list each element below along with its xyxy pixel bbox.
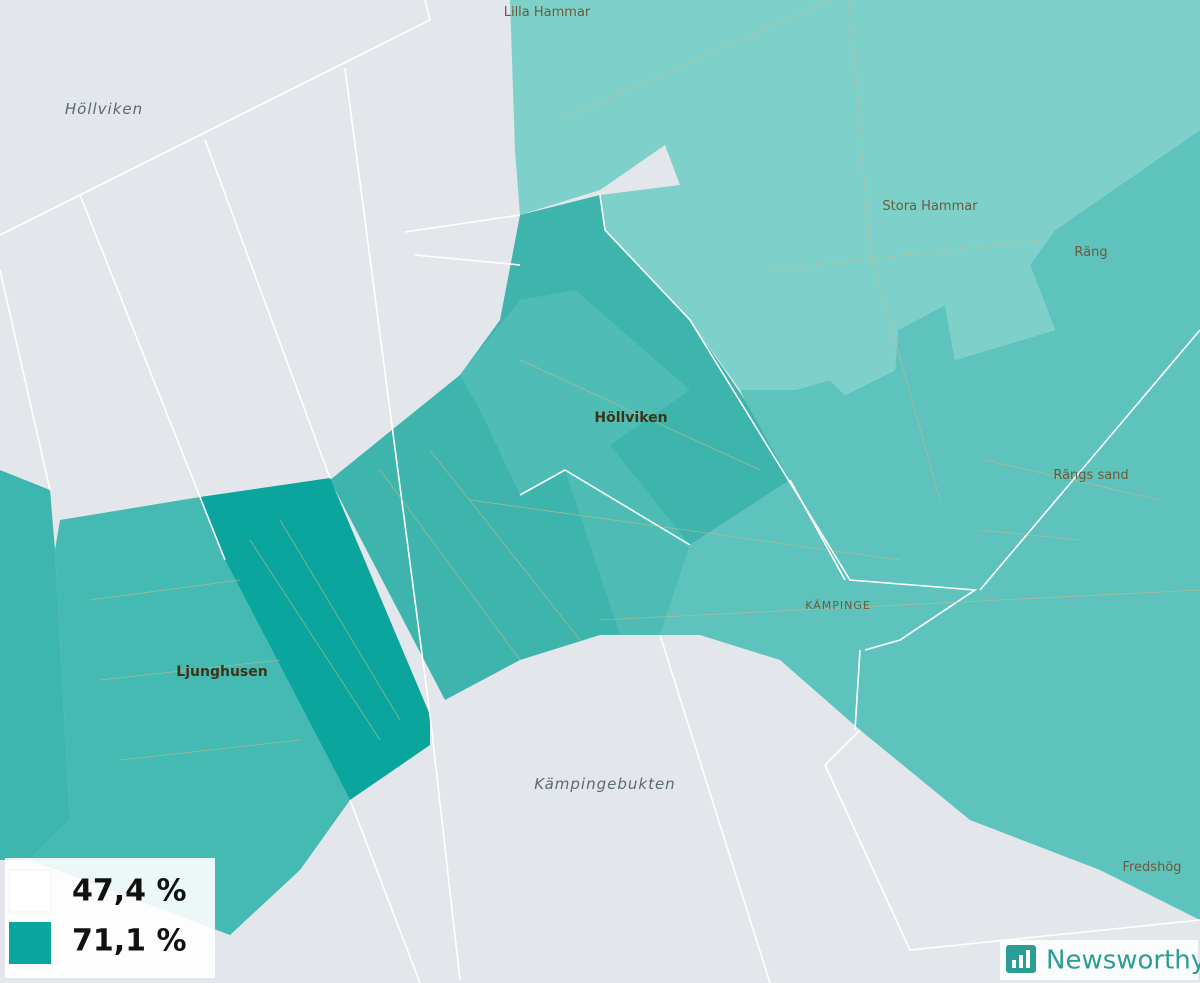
legend-label: 47,4 % [72, 874, 187, 909]
water-label: Höllviken [65, 100, 143, 118]
legend-swatch [9, 922, 51, 964]
place-label: Lilla Hammar [504, 5, 591, 20]
region [200, 478, 430, 800]
roads [89, 0, 1200, 761]
legend-label: 71,1 % [72, 924, 187, 959]
town-label: Ljunghusen [176, 664, 267, 680]
legend: 47,4 % 71,1 % [5, 858, 215, 978]
place-label: Rängs sand [1053, 468, 1128, 483]
brand-name: Newsworthy [1046, 946, 1200, 976]
place-label: KÄMPINGE [805, 599, 871, 612]
brand-icon-bar [1012, 960, 1016, 968]
brand-icon-bar [1019, 955, 1023, 968]
brand-icon-bar [1026, 950, 1030, 968]
place-label: Stora Hammar [882, 199, 978, 214]
legend-swatch [8, 869, 52, 913]
region [0, 470, 70, 860]
town-label: Höllviken [594, 410, 667, 426]
region [460, 290, 690, 495]
place-label: Fredshög [1122, 860, 1181, 875]
brand: Newsworthy [1000, 940, 1200, 980]
region [30, 497, 350, 935]
region [660, 130, 1200, 920]
water-label: Kämpingebukten [534, 775, 675, 793]
region [565, 445, 690, 635]
place-label: Räng [1074, 245, 1107, 260]
region [510, 0, 1200, 395]
